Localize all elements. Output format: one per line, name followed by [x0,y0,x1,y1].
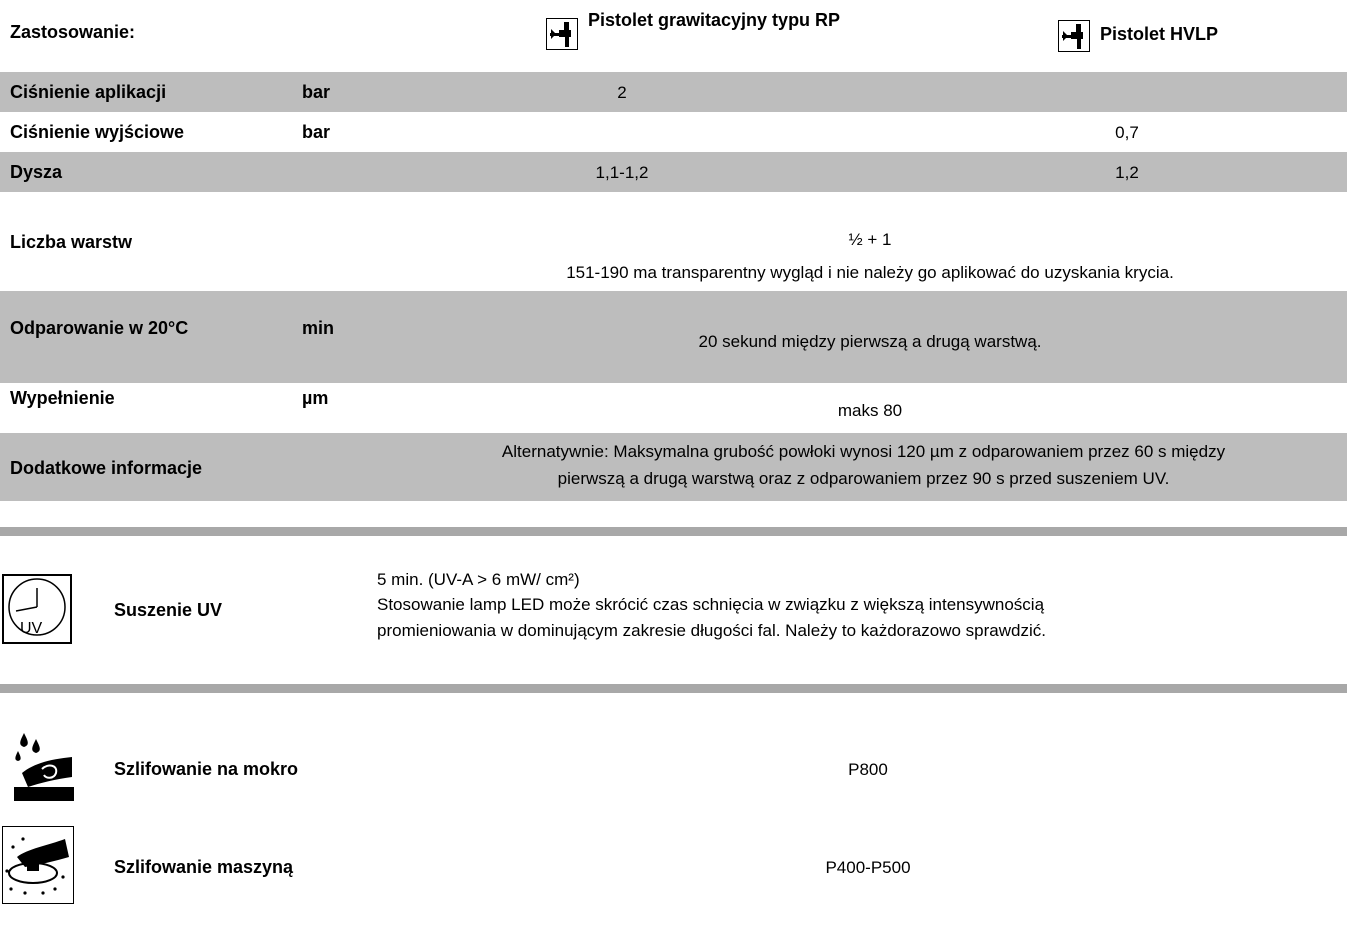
row-label: Liczba warstw [10,232,133,252]
row-unit: bar [302,82,331,102]
row-unit: bar [302,122,331,142]
spray-gun-icon [1058,20,1090,52]
row-label: Dysza [10,162,63,182]
machine-sanding-value: P400-P500 [825,858,911,877]
row-label: Wypełnienie [10,388,115,408]
row-unit: µm [302,388,329,408]
coats-value: ½ + 1 [848,230,892,249]
col2-header: Pistolet HVLP [1100,24,1219,44]
section-separator [0,684,1347,693]
row-band [0,152,1347,192]
row-value-col2: 0,7 [1115,123,1139,142]
machine-sanding-icon [2,826,74,904]
spray-gun-icon [546,18,578,50]
machine-sanding-label: Szlifowanie maszyną [114,857,294,877]
fill-value: maks 80 [837,401,903,420]
row-label: Odparowanie w 20°C [10,318,189,338]
uv-line2: Stosowanie lamp LED może skrócić czas sc… [377,595,1045,614]
info-line2: pierwszą a drugą warstwą oraz z odparowa… [557,469,1170,488]
info-line1: Alternatywnie: Maksymalna grubość powłok… [501,442,1226,461]
wet-sanding-icon [12,729,76,803]
flash-value: 20 sekund między pierwszą a drugą warstw… [698,332,1042,351]
header-label: Zastosowanie: [10,22,136,42]
wet-sanding-label: Szlifowanie na mokro [114,759,299,779]
uv-line1: 5 min. (UV-A > 6 mW/ cm²) [377,570,580,589]
wet-sanding-value: P800 [848,760,888,779]
section-separator [0,527,1347,536]
row-band [0,291,1347,383]
uv-clock-icon: UV [2,574,72,644]
row-value-col1: 2 [617,83,627,102]
col1-header: Pistolet grawitacyjny typu RP [588,10,841,30]
row-band [0,433,1347,501]
uv-line3: promieniowania w dominującym zakresie dł… [377,621,1046,640]
uv-icon-label: UV [20,620,43,637]
row-label: Ciśnienie wyjściowe [10,122,185,142]
row-band [0,72,1347,112]
row-label: Dodatkowe informacje [10,458,203,478]
row-value-col2: 1,2 [1115,163,1139,182]
col1-gun-icon [546,18,578,50]
uv-label: Suszenie UV [114,600,223,620]
coats-note: 151-190 ma transparentny wygląd i nie na… [566,263,1174,282]
col2-gun-icon [1058,20,1090,52]
row-unit: min [302,318,335,338]
row-label: Ciśnienie aplikacji [10,82,167,102]
row-value-col1: 1,1-1,2 [595,163,649,182]
